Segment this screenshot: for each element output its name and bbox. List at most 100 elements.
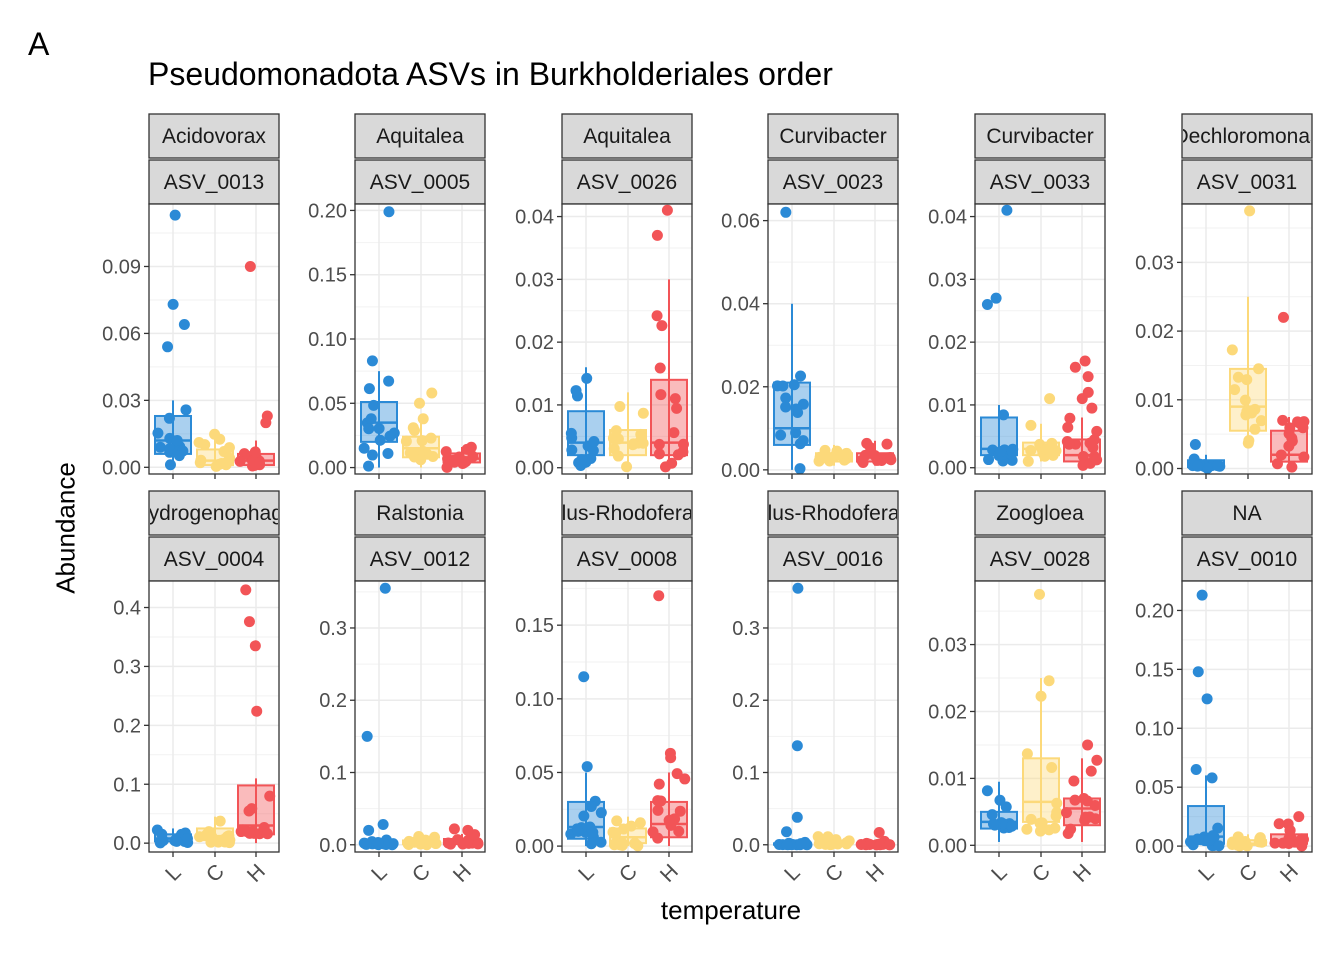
y-tick-label: 0.01 xyxy=(1135,390,1174,412)
y-tick-label: 0.02 xyxy=(1135,321,1174,343)
y-tick-label: 0.03 xyxy=(515,269,554,291)
y-tick-label: 0.06 xyxy=(102,323,141,345)
data-point xyxy=(795,838,807,850)
data-point xyxy=(152,427,164,439)
data-point xyxy=(1286,461,1298,473)
facet-panel: Hydrogenophaga ASV_0004 0.0 0.1 0.2 0.3 0.4 L C H xyxy=(113,490,280,887)
data-point xyxy=(249,446,261,458)
data-point xyxy=(855,839,867,851)
data-point xyxy=(797,435,809,447)
data-point xyxy=(629,838,641,850)
facet-panel: Sulfuriferula-Sulfuritortus-Thiobacillus… xyxy=(732,490,899,887)
y-tick-label: 0.05 xyxy=(515,762,554,784)
data-point-outlier xyxy=(377,819,389,831)
y-tick-label: 0.02 xyxy=(515,332,554,354)
data-point-outlier xyxy=(780,206,792,218)
data-point xyxy=(775,429,787,441)
data-point xyxy=(652,832,664,844)
data-point xyxy=(442,837,454,849)
data-point-outlier xyxy=(1189,438,1201,450)
y-tick-label: 0.00 xyxy=(515,836,554,858)
y-tick-label: 0.1 xyxy=(319,763,347,785)
data-point xyxy=(383,375,395,387)
data-point xyxy=(611,815,623,827)
data-point xyxy=(1275,449,1287,461)
data-point xyxy=(1240,409,1252,421)
data-point xyxy=(576,454,588,466)
data-point xyxy=(616,839,628,851)
panel-border xyxy=(767,580,899,853)
data-point xyxy=(654,362,666,374)
data-point-outlier xyxy=(240,584,252,596)
data-point xyxy=(1040,443,1052,455)
data-point xyxy=(572,825,584,837)
strip-asv: ASV_0028 xyxy=(990,548,1090,571)
data-point xyxy=(221,831,233,843)
data-point xyxy=(780,392,792,404)
strip-asv-bg xyxy=(148,159,280,205)
data-point-outlier xyxy=(1076,393,1088,405)
data-point xyxy=(637,407,649,419)
y-tick-label: 0.00 xyxy=(1135,836,1174,858)
data-point-outlier xyxy=(665,752,677,764)
strip-asv: ASV_0012 xyxy=(370,548,470,571)
y-tick-label: 0.09 xyxy=(102,256,141,278)
data-point xyxy=(841,838,853,850)
strip-asv-bg xyxy=(148,536,280,582)
panel-border xyxy=(767,203,899,475)
plot-area xyxy=(562,581,692,852)
data-point xyxy=(981,785,993,797)
y-tick-label: 0.02 xyxy=(928,332,967,354)
data-point-outlier xyxy=(1082,739,1094,751)
y-tick-label: 0.03 xyxy=(928,635,967,657)
data-point xyxy=(417,413,429,425)
y-tick-label: 0.00 xyxy=(515,458,554,480)
y-tick-label: 0.05 xyxy=(1135,777,1174,799)
y-tick-label: 0.3 xyxy=(319,618,347,640)
y-tick-label: 0.4 xyxy=(113,598,141,620)
panel-border xyxy=(148,203,280,475)
data-point-outlier xyxy=(781,826,793,838)
y-tick-label: 0.1 xyxy=(732,763,760,785)
data-point xyxy=(1269,837,1281,849)
data-point xyxy=(467,450,479,462)
data-point-outlier xyxy=(1033,588,1045,600)
data-point-outlier xyxy=(1044,393,1056,405)
data-point xyxy=(1091,754,1103,766)
data-point-outlier xyxy=(792,582,804,594)
data-point xyxy=(585,800,597,812)
data-point xyxy=(400,435,412,447)
data-point xyxy=(1207,830,1219,842)
data-point xyxy=(453,451,465,463)
data-point xyxy=(171,435,183,447)
data-point xyxy=(1293,417,1305,429)
y-tick-label: 0.0 xyxy=(732,835,760,857)
data-point xyxy=(440,446,452,458)
data-point xyxy=(822,831,834,843)
data-point-outlier xyxy=(653,590,665,602)
data-point xyxy=(363,460,375,472)
data-point-outlier xyxy=(178,318,190,330)
strip-genus: Aquitalea xyxy=(376,125,464,148)
data-point-outlier xyxy=(448,823,460,835)
data-point xyxy=(794,463,806,475)
data-point xyxy=(1192,460,1204,472)
y-tick-label: 0.00 xyxy=(721,460,760,482)
data-point xyxy=(1062,421,1074,433)
data-point xyxy=(833,448,845,460)
data-point xyxy=(173,450,185,462)
data-point xyxy=(987,818,999,830)
data-point xyxy=(671,768,683,780)
data-point xyxy=(788,379,800,391)
data-point xyxy=(1256,836,1268,848)
data-point xyxy=(607,826,619,838)
data-point xyxy=(358,442,370,454)
data-point xyxy=(570,385,582,397)
y-tick-label: 0.03 xyxy=(1135,252,1174,274)
data-point-outlier xyxy=(581,761,593,773)
strip-genus-bg xyxy=(1181,490,1313,536)
data-point-outlier xyxy=(1244,205,1256,217)
data-point xyxy=(578,810,590,822)
facet-panel: Curvibacter ASV_0033 0.00 0.01 0.02 0.03 0.04 xyxy=(928,113,1106,480)
data-point xyxy=(1192,833,1204,845)
